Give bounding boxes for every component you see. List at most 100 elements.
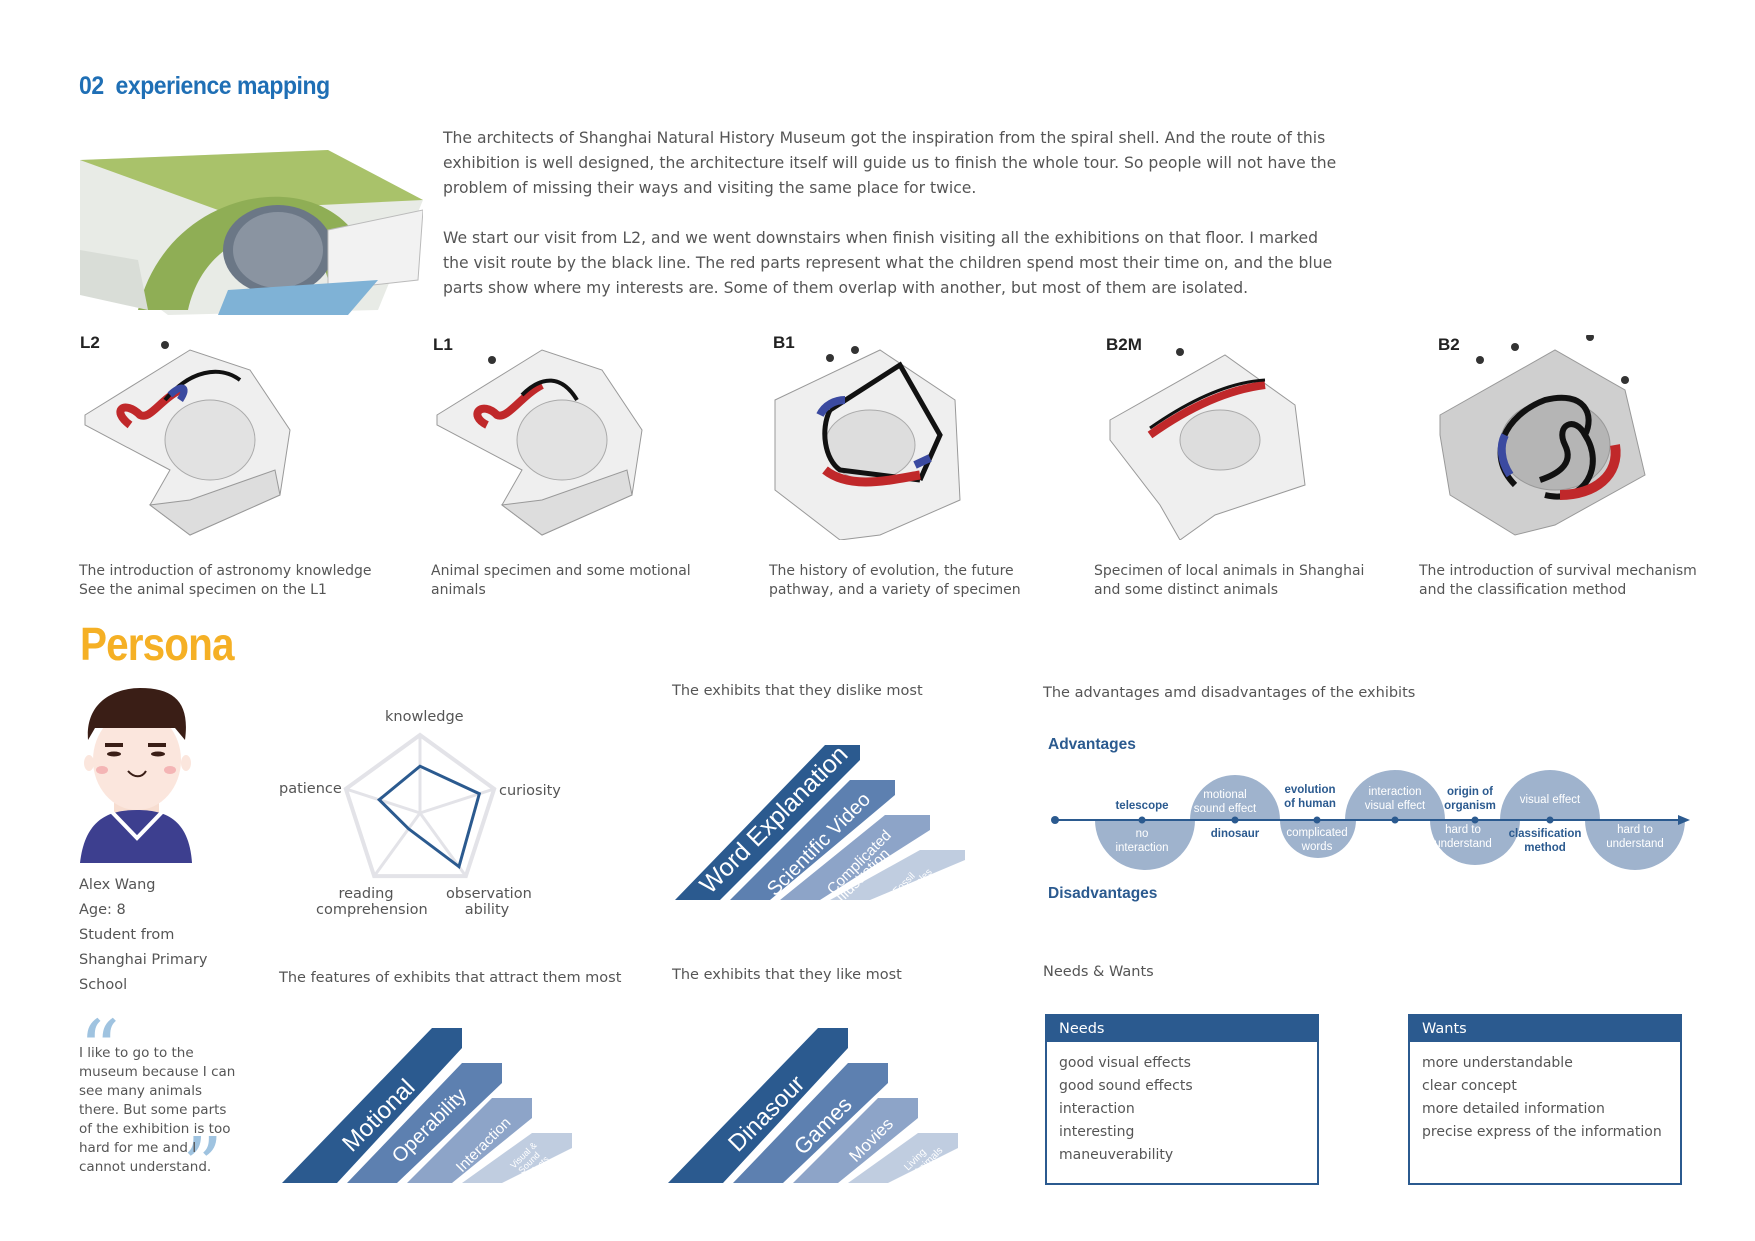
dis-hard-to: hard to	[1445, 824, 1481, 836]
advdis-heading: The advantages amd disadvantages of the …	[1043, 685, 1416, 701]
radar-label-line: reading	[338, 886, 394, 902]
wants-box: Wants more understandable clear concept …	[1408, 1014, 1682, 1185]
caption-line: The introduction of astronomy knowledge	[79, 563, 372, 579]
advantages-title: Advantages	[1048, 736, 1136, 753]
dis-complicated: complicated	[1286, 827, 1347, 839]
dis-understand: understand	[1434, 838, 1492, 850]
radar-axis-line	[345, 787, 421, 815]
adv-visual-effect: visual effect	[1365, 800, 1426, 812]
dis-method: method	[1524, 842, 1566, 854]
floor-plan-b2	[1439, 335, 1646, 536]
caption-line: animals	[431, 582, 486, 598]
persona-name: Alex Wang	[79, 877, 156, 893]
caption-line: The history of evolution, the future	[769, 563, 1014, 579]
dis-dinosaur: dinosaur	[1211, 828, 1260, 840]
wants-list: more understandable clear concept more d…	[1410, 1042, 1680, 1154]
floor-plan-b2m	[1109, 348, 1306, 540]
floor-label-l2: L2	[80, 333, 100, 352]
radar-label-curiosity: curiosity	[499, 783, 561, 799]
list-item: interaction	[1059, 1101, 1135, 1117]
needs-box: Needs good visual effects good sound eff…	[1045, 1014, 1319, 1185]
dis-understand-2: understand	[1606, 838, 1664, 850]
adv-of-human: of human	[1284, 798, 1336, 810]
persona-title: Persona	[80, 618, 234, 670]
radar-chart	[343, 732, 497, 879]
radar-label-patience: patience	[279, 781, 342, 797]
radar-label-line: comprehension	[316, 902, 428, 918]
adv-interaction: interaction	[1368, 786, 1421, 798]
floor-caption-l2: The introduction of astronomy knowledge S…	[79, 562, 372, 600]
list-item: good sound effects	[1059, 1078, 1193, 1094]
list-item: maneuverability	[1059, 1147, 1174, 1163]
section-title: 02 experience mapping	[79, 72, 330, 101]
adv-sound-effect: sound effect	[1194, 803, 1257, 815]
section-number: 02	[79, 72, 104, 100]
caption-line: and the classification method	[1419, 582, 1627, 598]
features-chart: Motional Operability Interaction Visual …	[282, 1028, 572, 1183]
disadvantages-title: Disadvantages	[1048, 885, 1158, 902]
needs-wants-heading: Needs & Wants	[1043, 964, 1154, 980]
radar-label-line: observation	[446, 886, 532, 902]
floor-plan-l1	[436, 349, 643, 536]
caption-line: Specimen of local animals in Shanghai	[1094, 563, 1365, 579]
intro-paragraph-1: The architects of Shanghai Natural Histo…	[443, 129, 1337, 197]
list-item: interesting	[1059, 1124, 1135, 1140]
list-item: clear concept	[1422, 1078, 1517, 1094]
dis-words: words	[1301, 841, 1333, 853]
floor-plan-b1	[774, 346, 961, 540]
features-heading: The features of exhibits that attract th…	[279, 970, 622, 986]
adv-telescope: telescope	[1115, 800, 1168, 812]
caption-line: The introduction of survival mechanism	[1419, 563, 1697, 579]
adv-motional: motional	[1203, 789, 1246, 801]
advantages-diagram: telescope motional sound effect evolutio…	[1051, 770, 1690, 870]
floor-label-b2: B2	[1438, 335, 1460, 354]
quote-close-icon: ”	[182, 1127, 223, 1177]
dis-interaction: interaction	[1115, 842, 1168, 854]
radar-label-observation: observation ability	[446, 886, 532, 918]
floor-label-l1: L1	[433, 335, 453, 354]
caption-line: See the animal specimen on the L1	[79, 582, 327, 598]
list-item: more understandable	[1422, 1055, 1573, 1071]
persona-info: Alex Wang Age: 8 Student from Shanghai P…	[79, 873, 207, 998]
radar-label-reading: reading comprehension	[316, 886, 428, 918]
wants-title: Wants	[1410, 1016, 1680, 1042]
dislike-heading: The exhibits that they dislike most	[672, 683, 923, 699]
floor-label-b2m: B2M	[1106, 335, 1142, 354]
list-item: good visual effects	[1059, 1055, 1191, 1071]
list-item: more detailed information	[1422, 1101, 1605, 1117]
floor-caption-b2m: Specimen of local animals in Shanghai and…	[1094, 562, 1364, 600]
dislike-chart: Word Explanation Scientific Video Compli…	[675, 745, 965, 905]
persona-avatar	[80, 688, 192, 863]
floor-caption-l1: Animal specimen and some motional animals	[431, 562, 691, 600]
radar-label-knowledge: knowledge	[385, 709, 464, 725]
section-title-text: experience mapping	[115, 72, 331, 100]
persona-school: Student from	[79, 927, 175, 943]
radar-label-line: ability	[464, 902, 510, 918]
like-heading: The exhibits that they like most	[672, 967, 902, 983]
adv-origin-of: origin of	[1447, 786, 1493, 798]
dis-hard-to-2: hard to	[1617, 824, 1653, 836]
caption-line: pathway, and a variety of specimen	[769, 582, 1021, 598]
radar-shape	[376, 764, 482, 870]
persona-school: Shanghai Primary	[79, 952, 208, 968]
intro-paragraph-2: We start our visit from L2, and we went …	[443, 229, 1333, 297]
floor-caption-b2: The introduction of survival mechanism an…	[1419, 562, 1697, 600]
list-item: precise express of the information	[1422, 1124, 1662, 1140]
adv-visual-effect-2: visual effect	[1520, 794, 1581, 806]
radar-outline	[343, 732, 497, 879]
floor-label-b1: B1	[773, 333, 795, 352]
radar-axis-line	[419, 787, 495, 815]
museum-building-image	[80, 150, 423, 315]
dis-no: no	[1136, 828, 1149, 840]
like-chart: Dinasour Games Movies Living Animals	[668, 1028, 958, 1183]
needs-title: Needs	[1047, 1016, 1317, 1042]
persona-quote: I like to go to the museum because I can…	[79, 1045, 236, 1175]
needs-list: good visual effects good sound effects i…	[1047, 1042, 1317, 1177]
persona-age: Age: 8	[79, 902, 126, 918]
adv-evolution: evolution	[1284, 784, 1335, 796]
floor-caption-b1: The history of evolution, the future path…	[769, 562, 1021, 600]
radar-axis-line	[372, 812, 422, 877]
persona-school: School	[79, 977, 128, 993]
quote-open-icon: “	[79, 1010, 120, 1060]
floor-plan-l2	[84, 341, 291, 536]
